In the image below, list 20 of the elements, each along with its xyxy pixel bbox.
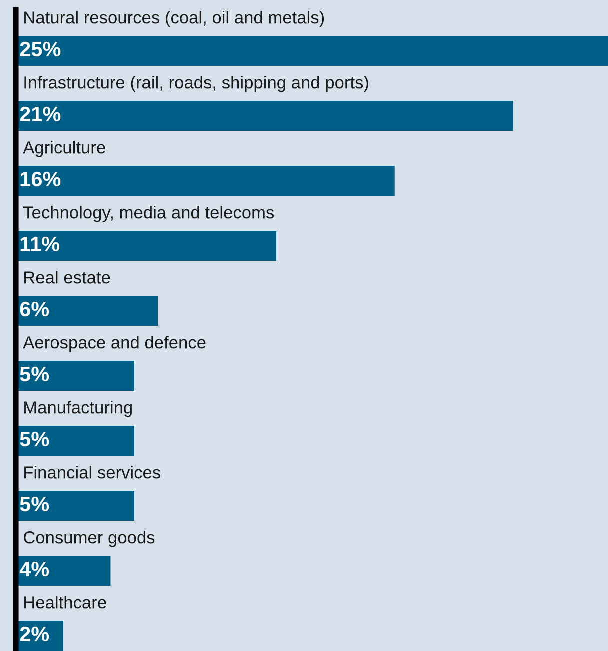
data-label: 5% — [20, 366, 50, 382]
y-tick-label: Technology, media and telecoms — [23, 206, 274, 222]
data-label: 5% — [20, 432, 50, 447]
y-tick-label: Consumer goods — [24, 531, 155, 548]
data-label: 6% — [20, 302, 50, 317]
y-tick-label: Natural resources (coal, oil and metals) — [24, 11, 324, 28]
y-tick-label: Healthcare — [24, 596, 106, 609]
y-tick-label: Manufacturing — [24, 401, 132, 418]
data-label: 2% — [20, 626, 50, 642]
y-tick-label: Financial services — [24, 466, 160, 479]
data-label: 25% — [20, 42, 61, 57]
data-label: 5% — [20, 496, 50, 512]
y-tick-label: Real estate — [24, 271, 110, 284]
y-tick-label: Aerospace and defence — [23, 336, 206, 352]
data-label: 4% — [20, 562, 50, 577]
data-label: 21% — [20, 106, 61, 122]
data-label: 11% — [20, 236, 60, 252]
y-tick-label: Agriculture — [23, 141, 106, 158]
data-label: 16% — [20, 172, 61, 187]
y-tick-label: Infrastructure (rail, roads, shipping and ports) — [24, 76, 368, 92]
